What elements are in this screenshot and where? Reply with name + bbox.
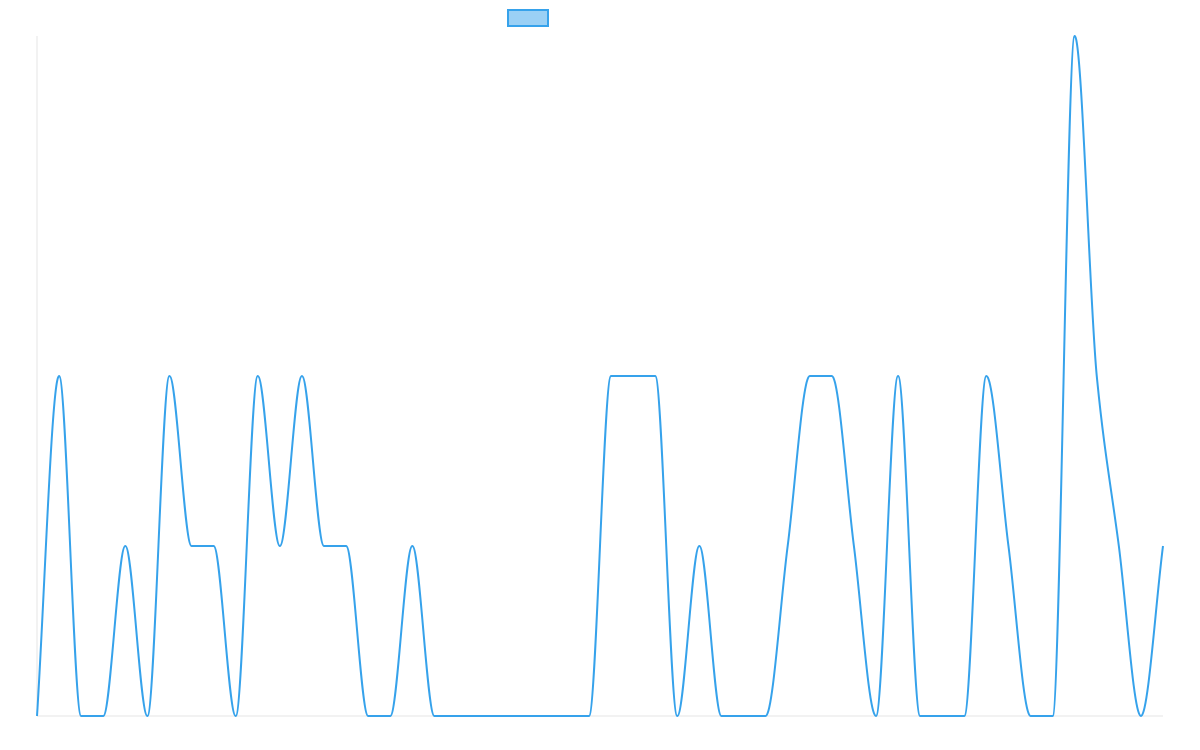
data-point[interactable] xyxy=(629,372,637,380)
data-point[interactable] xyxy=(188,542,196,550)
data-point[interactable] xyxy=(1137,712,1145,720)
data-point[interactable] xyxy=(77,712,85,720)
data-point[interactable] xyxy=(828,372,836,380)
data-point[interactable] xyxy=(210,542,218,550)
data-point[interactable] xyxy=(386,712,394,720)
data-point[interactable] xyxy=(1159,542,1167,550)
points-layer xyxy=(33,32,1167,720)
data-point[interactable] xyxy=(1093,372,1101,380)
data-point[interactable] xyxy=(894,372,902,380)
data-point[interactable] xyxy=(784,542,792,550)
data-point[interactable] xyxy=(563,712,571,720)
data-point[interactable] xyxy=(740,712,748,720)
data-point[interactable] xyxy=(143,712,151,720)
data-point[interactable] xyxy=(1004,542,1012,550)
data-point[interactable] xyxy=(99,712,107,720)
data-point[interactable] xyxy=(541,712,549,720)
data-point[interactable] xyxy=(717,712,725,720)
data-point[interactable] xyxy=(342,542,350,550)
data-point[interactable] xyxy=(607,372,615,380)
series-line xyxy=(36,35,1164,717)
data-point[interactable] xyxy=(276,542,284,550)
data-point[interactable] xyxy=(497,712,505,720)
data-point[interactable] xyxy=(1115,542,1123,550)
data-point[interactable] xyxy=(1027,712,1035,720)
data-point[interactable] xyxy=(1049,712,1057,720)
data-point[interactable] xyxy=(982,372,990,380)
data-point[interactable] xyxy=(298,372,306,380)
data-point[interactable] xyxy=(872,712,880,720)
data-point[interactable] xyxy=(762,712,770,720)
data-point[interactable] xyxy=(585,712,593,720)
data-point[interactable] xyxy=(651,372,659,380)
legend[interactable] xyxy=(507,9,549,27)
data-point[interactable] xyxy=(254,372,262,380)
data-point[interactable] xyxy=(232,712,240,720)
series-layer xyxy=(36,35,1164,717)
legend-swatch[interactable] xyxy=(507,9,549,27)
data-point[interactable] xyxy=(320,542,328,550)
data-point[interactable] xyxy=(850,542,858,550)
data-point[interactable] xyxy=(806,372,814,380)
data-point[interactable] xyxy=(121,542,129,550)
data-point[interactable] xyxy=(695,542,703,550)
data-point[interactable] xyxy=(55,372,63,380)
data-point[interactable] xyxy=(165,372,173,380)
data-point[interactable] xyxy=(960,712,968,720)
data-point[interactable] xyxy=(408,542,416,550)
data-point[interactable] xyxy=(938,712,946,720)
data-point[interactable] xyxy=(33,712,41,720)
data-point[interactable] xyxy=(452,712,460,720)
data-point[interactable] xyxy=(916,712,924,720)
data-point[interactable] xyxy=(673,712,681,720)
data-point[interactable] xyxy=(430,712,438,720)
data-point[interactable] xyxy=(1071,32,1079,40)
data-point[interactable] xyxy=(364,712,372,720)
data-point[interactable] xyxy=(475,712,483,720)
data-point[interactable] xyxy=(519,712,527,720)
